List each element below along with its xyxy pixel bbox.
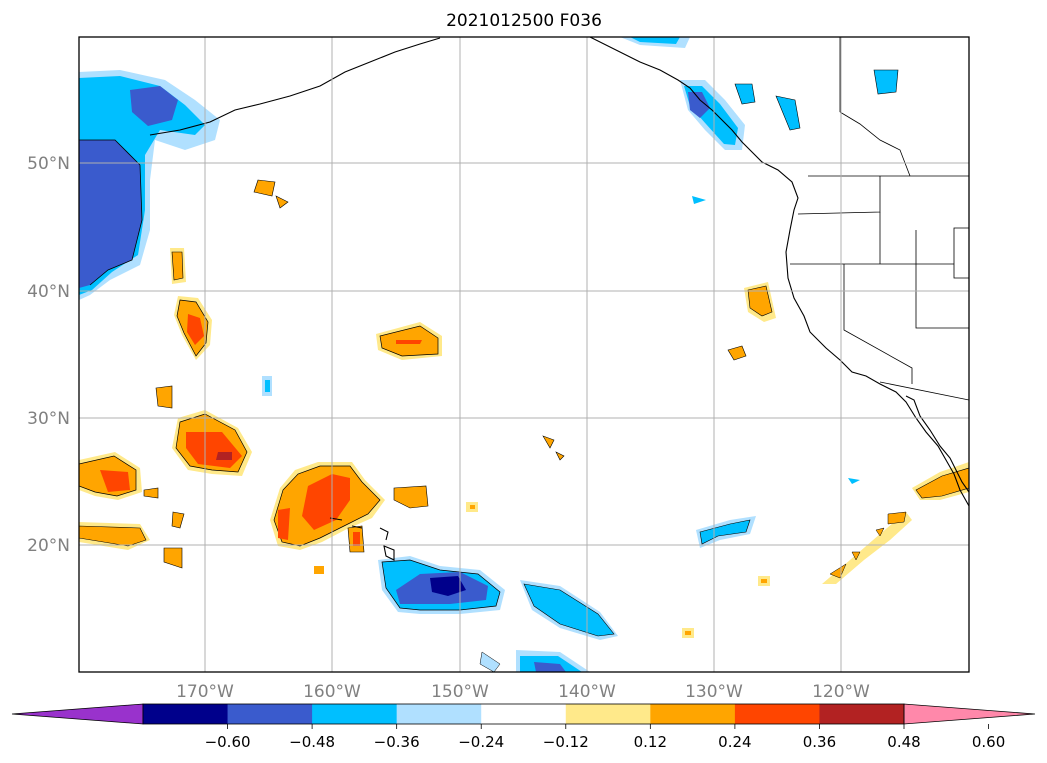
y-axis-tick-labels: 50°N 40°N 30°N 20°N: [27, 154, 70, 556]
colorbar-tick-label: −0.24: [458, 733, 504, 751]
x-tick-label: 120°W: [812, 682, 870, 702]
colorbar-swatch: [819, 704, 905, 724]
map-fields: [79, 37, 969, 672]
colorbar-frame: [142, 703, 905, 725]
colorbar-extend-high: [903, 703, 1036, 725]
colorbar: −0.60 −0.48 −0.36 −0.24 −0.12 0.12 0.24 0.36 0.4…: [11, 703, 1036, 751]
anomaly-region-ne-of-hawaii: [376, 322, 770, 638]
x-tick-label: 130°W: [685, 682, 743, 702]
colorbar-extend-low: [11, 703, 144, 725]
colorbar-swatch: [734, 704, 820, 724]
colorbar-tick-label: −0.36: [374, 733, 420, 751]
colorbar-tick-label: −0.48: [289, 733, 335, 751]
x-tick-label: 150°W: [431, 682, 489, 702]
chart-title: 2021012500 F036: [446, 11, 602, 31]
anomaly-region-west-of-hawaii: [79, 410, 252, 569]
colorbar-swatch: [227, 704, 313, 724]
gridlines: [79, 37, 969, 672]
colorbar-tick-label: 0.48: [887, 733, 920, 751]
x-tick-label: 170°W: [176, 682, 234, 702]
colorbar-swatch: [565, 704, 651, 724]
colorbar-swatch: [312, 704, 398, 724]
y-tick-label: 30°N: [27, 409, 70, 429]
anomaly-region-north-of-hawaii: [155, 179, 289, 409]
anomaly-region-off-california: [727, 282, 969, 584]
colorbar-tick-label: −0.60: [205, 733, 251, 751]
x-axis-tick-labels: 170°W 160°W 150°W 140°W 130°W 120°W: [176, 682, 870, 702]
colorbar-tick-label: 0.36: [803, 733, 836, 751]
colorbar-tick-label: 0.24: [718, 733, 751, 751]
colorbar-swatch: [650, 704, 736, 724]
y-tick-label: 40°N: [27, 282, 70, 302]
colorbar-swatch: [396, 704, 482, 724]
x-tick-label: 160°W: [303, 682, 361, 702]
colorbar-swatch: [481, 704, 567, 724]
y-tick-label: 20°N: [27, 536, 70, 556]
anomaly-region-se-of-hawaii: [262, 196, 860, 672]
political-borders: [790, 37, 969, 401]
colorbar-tick-label: 0.12: [634, 733, 667, 751]
y-tick-label: 50°N: [27, 154, 70, 174]
map-background: [79, 37, 969, 672]
colorbar-tick-label: −0.12: [543, 733, 589, 751]
anomaly-region-bc-coast: [620, 37, 899, 150]
map-frame: [78, 36, 970, 673]
colorbar-tick-label: 0.60: [972, 733, 1005, 751]
colorbar-swatch: [143, 704, 229, 724]
x-tick-label: 140°W: [558, 682, 616, 702]
